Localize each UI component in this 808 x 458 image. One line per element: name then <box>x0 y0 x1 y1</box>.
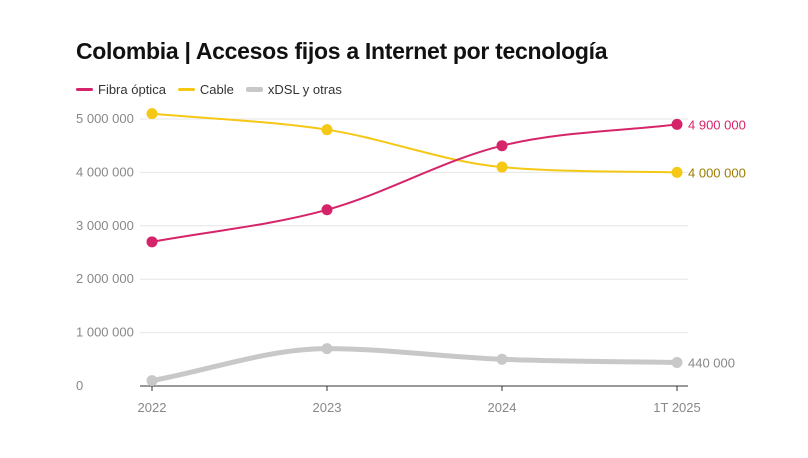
data-point <box>671 118 683 130</box>
chart-title: Colombia | Accesos fijos a Internet por … <box>76 38 608 64</box>
legend-item-xdsl[interactable]: xDSL y otras <box>245 82 342 97</box>
legend-label: xDSL y otras <box>267 82 342 97</box>
data-point <box>321 124 333 136</box>
data-point <box>146 236 158 248</box>
y-tick-label: 1 000 000 <box>76 325 134 340</box>
legend-swatch <box>245 87 263 92</box>
x-tick-label: 2024 <box>488 400 517 415</box>
data-point <box>146 108 158 120</box>
end-value-label: 4 000 000 <box>688 165 746 180</box>
series-line-2 <box>149 346 680 384</box>
data-point <box>496 353 508 365</box>
legend: Fibra óptica Cable xDSL y otras <box>76 82 342 97</box>
y-tick-label: 0 <box>76 378 83 393</box>
x-tick-label: 1T 2025 <box>653 400 700 415</box>
end-value-label: 440 000 <box>688 356 735 371</box>
legend-item-cable[interactable]: Cable <box>177 82 234 97</box>
data-point <box>321 204 333 216</box>
data-point <box>496 140 508 152</box>
legend-label: Cable <box>199 82 234 97</box>
data-point <box>321 343 333 355</box>
data-point <box>671 166 683 178</box>
legend-swatch <box>76 88 93 91</box>
x-tick-label: 2023 <box>313 400 342 415</box>
y-tick-label: 2 000 000 <box>76 271 134 286</box>
legend-swatch <box>177 88 195 91</box>
legend-item-fibra[interactable]: Fibra óptica <box>76 82 166 97</box>
series-line-0 <box>151 123 678 243</box>
x-tick-label: 2022 <box>138 400 167 415</box>
end-value-label: 4 900 000 <box>688 117 746 132</box>
y-tick-label: 3 000 000 <box>76 218 134 233</box>
y-tick-label: 4 000 000 <box>76 164 134 179</box>
series-line-1 <box>151 112 678 174</box>
y-tick-label: 5 000 000 <box>76 111 134 126</box>
legend-label: Fibra óptica <box>98 82 166 97</box>
data-point <box>671 357 683 369</box>
data-point <box>496 161 508 173</box>
data-point <box>146 375 158 387</box>
